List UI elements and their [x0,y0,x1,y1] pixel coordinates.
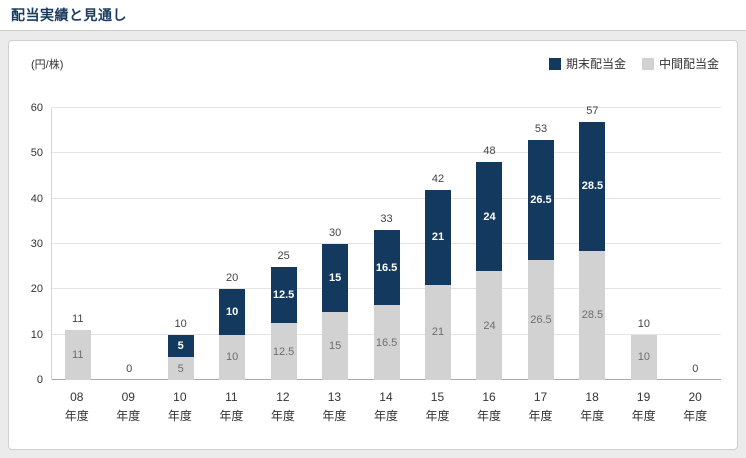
x-axis-label: 10 年度 [167,390,192,423]
bar-segment: 24 [476,271,503,380]
y-axis-tick: 60 [30,102,43,114]
gridline [52,107,721,108]
plot-area: 11 11 0 5 5 10 10 10 20 12.5 12.5 25 15 15 30 16.5 16.5 3… [51,104,721,380]
y-axis-tick: 20 [30,283,43,296]
stacked-bar: 15 15 [322,244,349,380]
x-axis-label: 13 年度 [322,390,347,423]
bar-segment: 21 [425,189,452,285]
y-axis-unit-label: (円/株) [31,58,64,71]
bar-segment: 26.5 [527,139,554,260]
bar-total-label: 48 [483,145,496,158]
bar-total-label: 11 [72,313,84,326]
x-axis-label: 15 年度 [425,390,450,423]
bar-column: 15 15 30 [309,108,360,380]
bar-total-label: 20 [226,272,239,285]
bar-total-label: 25 [277,249,290,262]
stacked-bar: 26.5 26.5 [527,139,554,380]
gridline [52,197,721,199]
bar-segment: 24 [476,162,503,272]
bar-total-label: 30 [328,227,342,239]
stacked-bar: 16.5 16.5 [373,230,400,380]
stacked-bar: 10 10 [219,289,246,380]
bar-total-label: 10 [174,317,187,330]
bar-column: 16.5 16.5 33 [361,108,412,380]
bar-segment: 10 [630,334,657,380]
bar-segment: 28.5 [579,250,606,380]
y-axis: 0 10 20 30 40 50 60 [21,102,51,386]
page-header: 配当実績と見通し [0,0,746,31]
bar-total-label: 57 [586,104,599,117]
bar-total-label: 42 [431,172,445,185]
legend-item: 中間配当金 [641,55,719,72]
x-axis-label: 20 年度 [683,390,708,423]
x-axis-label: 14 年度 [373,390,398,423]
bar-segment: 16.5 [373,230,400,306]
bar-segment: 5 [167,334,194,358]
bar-column: 10 10 [618,108,669,380]
page-content: (円/株) 期末配当金 中間配当金 0 10 20 30 40 50 60 11 11 0 5 5 10… [0,31,746,458]
stacked-bar: 10 [630,334,657,380]
legend-item: 期末配当金 [548,55,626,72]
chart-header: (円/株) 期末配当金 中間配当金 [21,53,721,72]
bar-segment: 10 [219,289,246,335]
x-axis-label: 16 年度 [477,390,502,423]
bar-column: 0 [103,108,154,380]
bar-segment: 21 [425,284,452,380]
bar-total-label: 0 [126,363,133,375]
bar-column: 0 [670,108,721,380]
bar-segment: 5 [167,357,194,380]
bar-segment: 28.5 [579,121,606,251]
legend-swatch-icon [641,57,654,70]
bar-column: 10 10 20 [206,108,257,380]
x-axis-label: 17 年度 [528,390,553,423]
bar-segment: 16.5 [373,305,400,380]
y-axis-tick: 30 [30,238,43,250]
chart-card: (円/株) 期末配当金 中間配当金 0 10 20 30 40 50 60 11 11 0 5 5 10… [8,40,738,450]
bar-column: 11 11 [52,108,103,380]
bar-segment: 12.5 [270,266,297,324]
chart-body: 0 10 20 30 40 50 60 11 11 0 5 5 10 10 10 20 12.5 12.5 25 1… [21,102,721,386]
x-axis-label: 19 年度 [631,390,656,423]
bar-total-label: 10 [637,317,651,330]
bar-segment: 10 [219,334,246,380]
stacked-bar: 21 21 [425,189,452,380]
bar-segment: 12.5 [270,323,297,380]
x-axis-label: 11 年度 [219,390,244,423]
y-axis-tick: 0 [36,374,43,386]
x-axis-label: 08 年度 [64,390,89,423]
x-axis-label: 09 年度 [116,390,141,423]
y-axis-tick: 40 [30,192,43,205]
legend-label: 中間配当金 [658,57,719,71]
bar-column: 24 24 48 [464,108,515,380]
bar-segment: 15 [322,244,349,312]
y-axis-tick: 10 [30,328,43,341]
bar-column: 5 5 10 [155,108,206,380]
x-axis-label: 12 年度 [270,390,295,423]
bar-total-label: 53 [534,122,548,135]
bar-segment: 26.5 [527,259,554,380]
bar-column: 26.5 26.5 53 [515,108,566,380]
bar-column: 28.5 28.5 57 [567,104,618,380]
stacked-bar: 12.5 12.5 [270,266,297,380]
bar-total-label: 0 [692,363,699,375]
bar-column: 12.5 12.5 25 [258,108,309,380]
bar-column: 21 21 42 [412,108,463,380]
legend-swatch-icon [548,57,561,70]
stacked-bar: 28.5 28.5 [579,121,606,380]
gridline [52,152,721,154]
bar-segment: 15 [322,312,349,380]
stacked-bar: 24 24 [476,162,503,380]
bar-segment: 11 [64,330,91,380]
legend-label: 期末配当金 [565,57,626,71]
chart-legend: 期末配当金 中間配当金 [548,55,719,72]
page-title: 配当実績と見通し [11,7,127,23]
x-axis-label: 18 年度 [580,390,605,423]
bar-total-label: 33 [380,213,393,226]
y-axis-tick: 50 [30,147,43,160]
stacked-bar: 11 [64,330,91,380]
x-axis: 08 年度 09 年度 10 年度 11 年度 12 年度 13 年度 14 年度 15 年度 16 年度 17 年度… [51,380,721,425]
